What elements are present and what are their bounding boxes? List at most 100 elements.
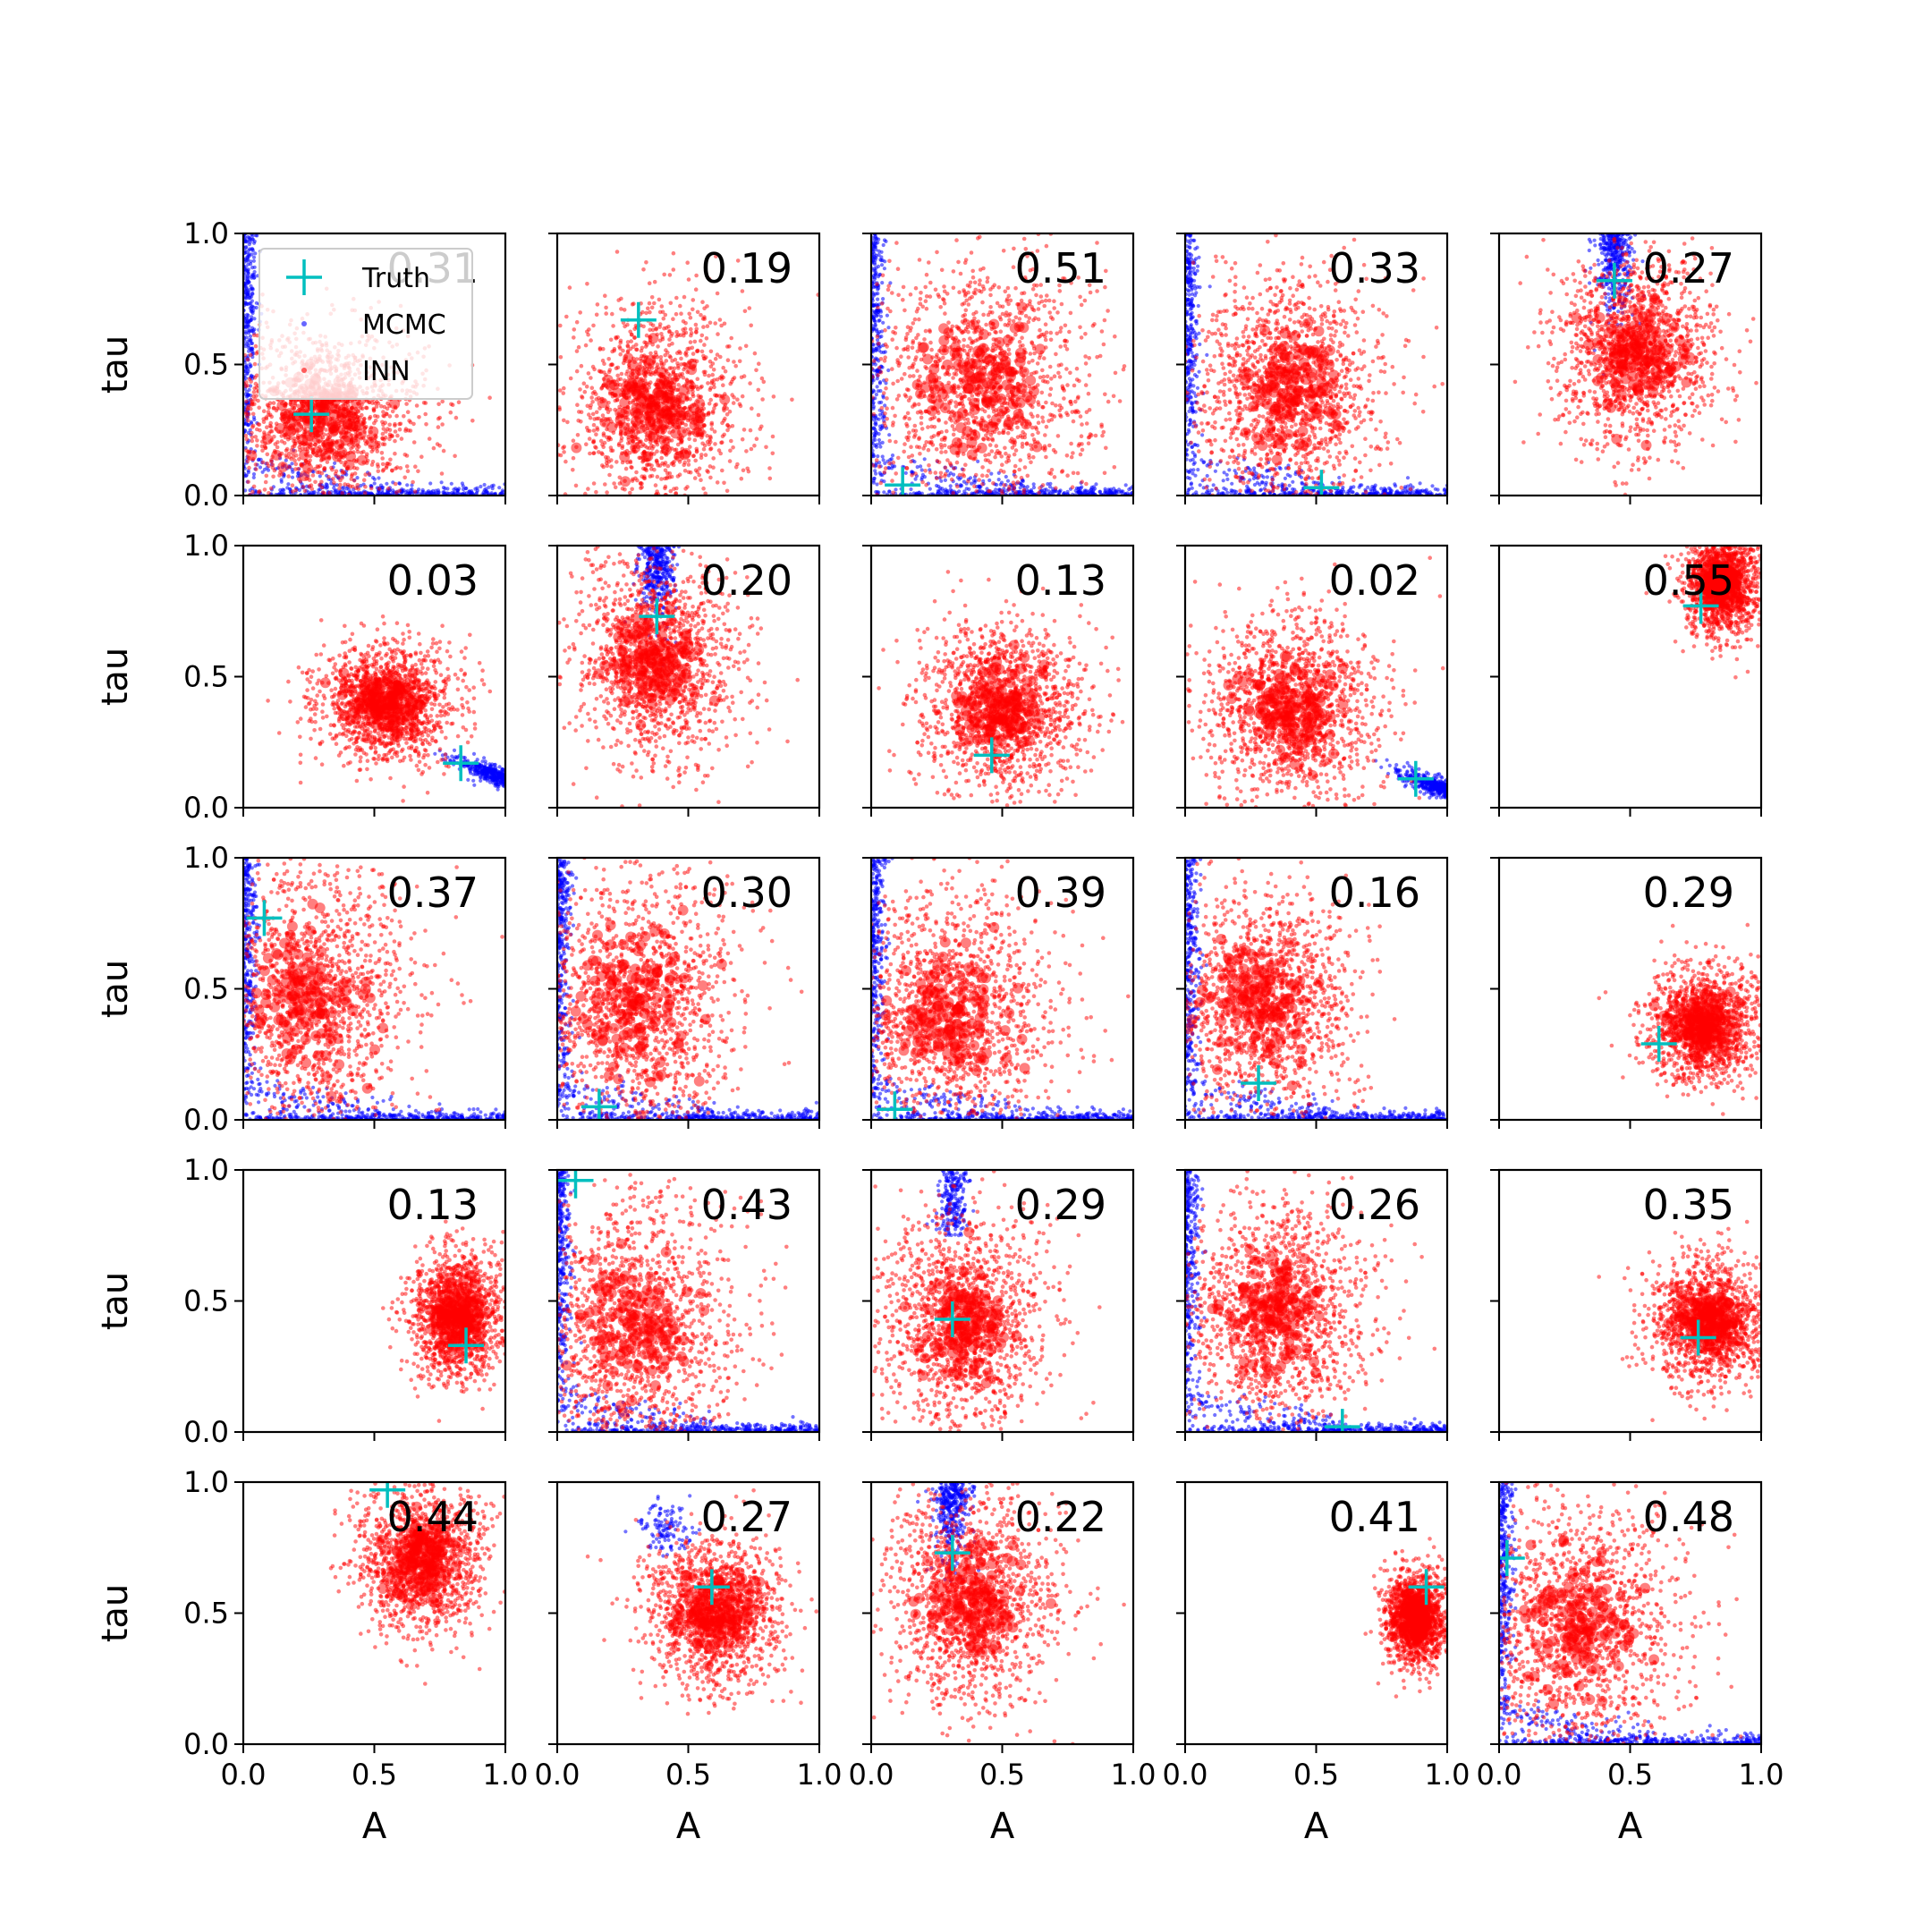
inn-point [695, 470, 699, 474]
inn-point [249, 352, 253, 358]
inn-point [351, 398, 362, 409]
inn-point [1078, 294, 1082, 300]
inn-point [918, 409, 923, 414]
inn-point [243, 384, 249, 388]
inn-point [674, 329, 679, 335]
inn-point [575, 433, 580, 437]
inn-point [692, 437, 698, 443]
mcmc-point [247, 319, 251, 324]
inn-point [590, 364, 596, 369]
inn-point [642, 444, 648, 448]
inn-point [672, 459, 676, 464]
inn-point [645, 354, 657, 366]
inn-point [604, 311, 608, 316]
mcmc-point [874, 266, 878, 270]
inn-point [361, 478, 367, 482]
inn-point [923, 328, 928, 334]
mcmc-point [876, 389, 881, 394]
inn-point [639, 480, 643, 486]
inn-point [364, 405, 369, 411]
inn-point [733, 363, 738, 369]
inn-point [691, 453, 696, 458]
inn-point [377, 441, 381, 445]
inn-point [591, 422, 597, 428]
inn-point [623, 487, 627, 492]
inn-point [275, 445, 280, 450]
inn-point [723, 416, 727, 421]
inn-point [362, 491, 368, 496]
mcmc-point [874, 420, 878, 425]
mcmc-point [936, 484, 941, 489]
inn-point [741, 468, 746, 473]
mcmc-point [500, 488, 505, 493]
mcmc-point [871, 388, 876, 393]
inn-point [615, 365, 621, 370]
inn-point [441, 448, 446, 453]
inn-point [962, 337, 966, 343]
inn-point [414, 403, 419, 408]
inn-point [369, 449, 375, 454]
inn-point [379, 403, 384, 409]
mcmc-point [880, 454, 885, 459]
inn-point [318, 482, 322, 487]
mcmc-point [880, 281, 885, 285]
inn-point [562, 450, 566, 454]
inn-point [637, 455, 641, 461]
inn-point [688, 470, 693, 475]
mcmc-point [1005, 479, 1011, 483]
inn-point [655, 362, 660, 367]
inn-point [387, 462, 392, 467]
inn-point [342, 431, 353, 443]
mcmc-point [282, 487, 286, 493]
mcmc-point [893, 464, 897, 469]
mcmc-point [871, 326, 876, 331]
inn-point [404, 464, 410, 469]
inn-point [1055, 434, 1061, 438]
inn-point [318, 397, 330, 409]
inn-point [674, 334, 679, 339]
inn-point [606, 357, 611, 361]
inn-point [250, 425, 255, 429]
inn-point [713, 356, 718, 361]
inn-point [907, 416, 911, 421]
inn-point [702, 443, 708, 448]
inn-point [601, 445, 606, 450]
inn-point [250, 489, 255, 495]
inn-point [1048, 386, 1054, 392]
inn-point [1102, 318, 1107, 323]
mcmc-point [883, 403, 887, 408]
inn-point [657, 325, 662, 329]
inn-point [591, 451, 597, 455]
inn-point [754, 368, 758, 373]
inn-point [600, 413, 606, 418]
mcmc-point [874, 314, 879, 318]
mcmc-point [872, 477, 877, 481]
inn-point [906, 435, 911, 439]
inn-point [756, 412, 761, 418]
inn-point [656, 344, 660, 349]
inn-point [939, 267, 945, 273]
inn-point [977, 282, 982, 287]
mcmc-point [945, 489, 949, 494]
inn-point [790, 397, 794, 402]
inn-point [618, 432, 623, 436]
inn-point [381, 427, 386, 431]
inn-point [245, 357, 250, 362]
inn-point [659, 455, 664, 461]
inn-point [607, 368, 613, 372]
mcmc-point [873, 234, 878, 239]
mcmc-point [919, 491, 924, 496]
inn-point [1041, 374, 1046, 379]
inn-point [695, 386, 700, 392]
mcmc-point [873, 469, 877, 473]
mcmc-point [290, 475, 295, 479]
inn-point [272, 435, 276, 439]
inn-point [935, 476, 939, 481]
mcmc-point [886, 368, 891, 373]
inn-point [678, 372, 682, 377]
inn-point [326, 475, 331, 479]
mcmc-point [989, 471, 994, 476]
inn-point [1042, 303, 1046, 309]
mcmc-point [912, 460, 917, 464]
